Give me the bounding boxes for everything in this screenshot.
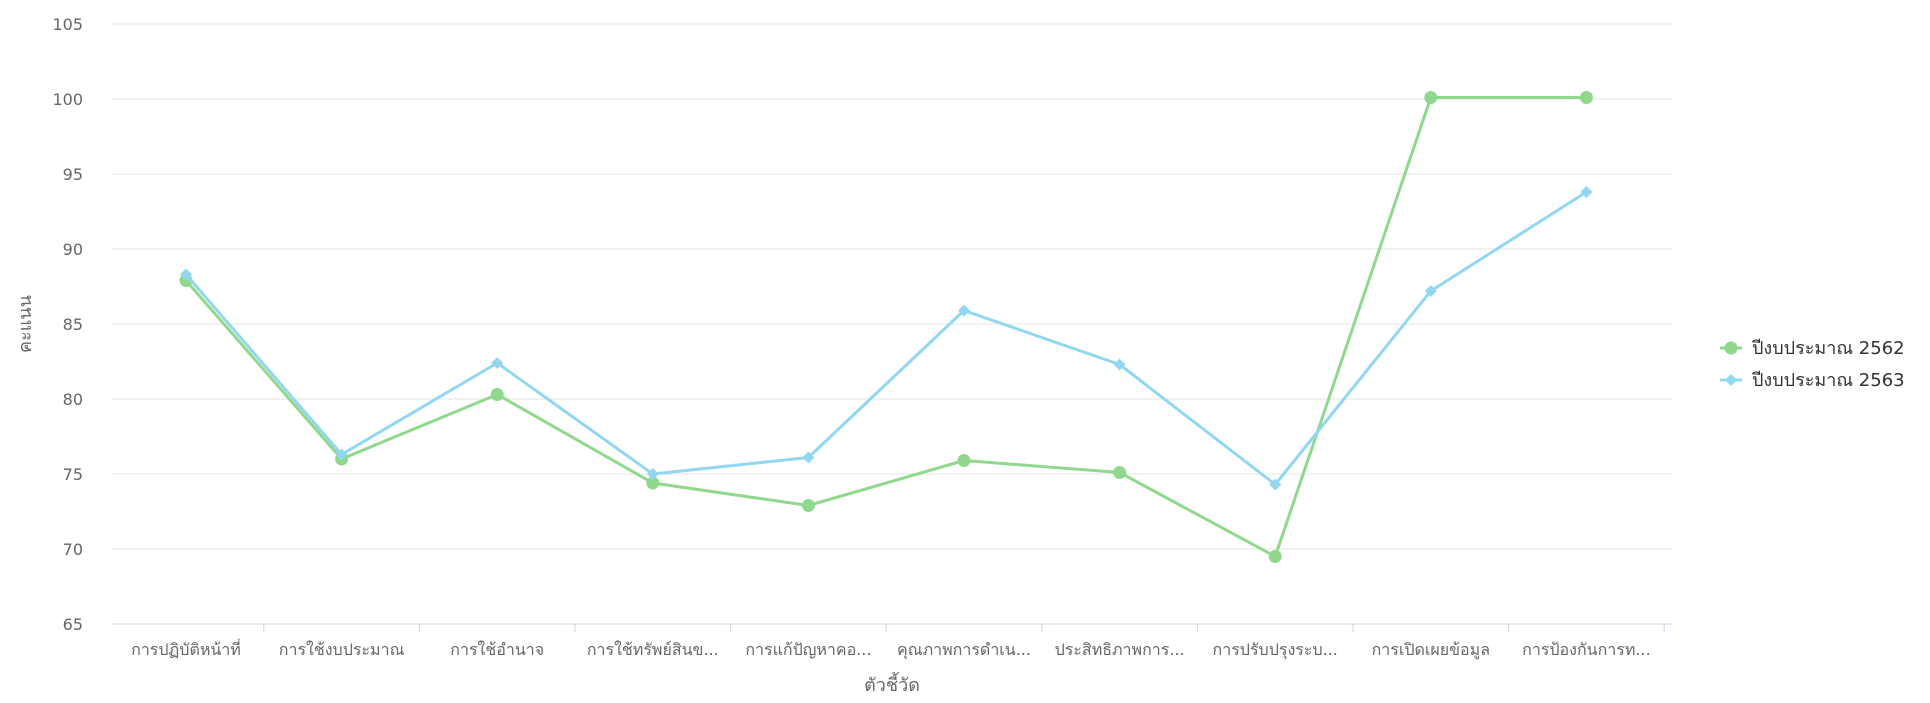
x-tick-label: คุณภาพการดำเน...: [897, 640, 1031, 660]
y-tick-label: 105: [52, 15, 83, 34]
series-1[interactable]: [179, 91, 1593, 563]
y-axis: 65 70 75 80 85 90 95 100 105: [52, 15, 83, 634]
data-point[interactable]: [646, 476, 660, 490]
x-tick-label: การปรับปรุงระบ...: [1213, 640, 1338, 660]
data-point[interactable]: [1424, 91, 1438, 104]
y-axis-title: คะแนน: [15, 295, 36, 353]
x-axis-title: ตัวชี้วัด: [864, 672, 920, 696]
x-tick-label: การป้องกันการท...: [1522, 640, 1651, 659]
series-line[interactable]: [184, 190, 1588, 486]
legend-label: ปีงบประมาณ 2563: [1752, 370, 1905, 391]
data-point[interactable]: [958, 304, 970, 317]
data-point[interactable]: [802, 451, 815, 464]
y-tick-label: 70: [63, 540, 83, 559]
data-point[interactable]: [1113, 358, 1126, 371]
data-point[interactable]: [490, 388, 504, 401]
data-point[interactable]: [1269, 478, 1282, 491]
y-tick-label: 80: [63, 390, 83, 409]
legend-label: ปีงบประมาณ 2562: [1752, 338, 1905, 359]
gridlines: [112, 23, 1672, 625]
data-point[interactable]: [957, 454, 971, 467]
y-tick-label: 65: [63, 615, 83, 634]
data-point[interactable]: [1424, 285, 1437, 297]
data-point[interactable]: [180, 268, 192, 281]
x-tick-label: การแก้ปัญหาคอ...: [745, 640, 871, 659]
data-point[interactable]: [1113, 466, 1127, 479]
x-tick-label: การปฏิบัติหน้าที่: [131, 638, 241, 659]
x-tick-label: การเปิดเผยข้อมูล: [1372, 640, 1490, 660]
y-tick-label: 75: [63, 465, 83, 484]
y-tick-label: 90: [63, 240, 83, 259]
x-tick-label: การใช้งบประมาณ: [279, 640, 405, 659]
data-point[interactable]: [646, 468, 659, 480]
series-group: [179, 91, 1593, 563]
data-point[interactable]: [801, 499, 815, 512]
series-2[interactable]: [180, 186, 1593, 491]
data-point[interactable]: [335, 448, 348, 461]
data-point[interactable]: [1268, 550, 1282, 563]
y-tick-label: 95: [63, 165, 83, 184]
data-point[interactable]: [1579, 91, 1593, 104]
legend-marker: [1725, 374, 1737, 386]
y-tick-label: 100: [52, 90, 83, 109]
series-line[interactable]: [184, 96, 1588, 558]
y-tick-label: 85: [63, 315, 83, 334]
x-tick-label: ประสิทธิภาพการ...: [1055, 640, 1185, 659]
legend-item[interactable]: ปีงบประมาณ 2563: [1720, 370, 1905, 391]
legend[interactable]: ปีงบประมาณ 2562 ปีงบประมาณ 2563: [1720, 338, 1905, 391]
legend-item[interactable]: ปีงบประมาณ 2562: [1720, 338, 1905, 359]
x-tick-label: การใช้อำนาจ: [450, 640, 544, 659]
data-point[interactable]: [1580, 186, 1593, 198]
x-tick-label: การใช้ทรัพย์สินข...: [587, 640, 719, 659]
x-axis: การปฏิบัติหน้าที่ การใช้งบประมาณ การใช้อำน…: [131, 624, 1665, 660]
data-point[interactable]: [491, 357, 504, 369]
legend-marker: [1724, 341, 1738, 355]
